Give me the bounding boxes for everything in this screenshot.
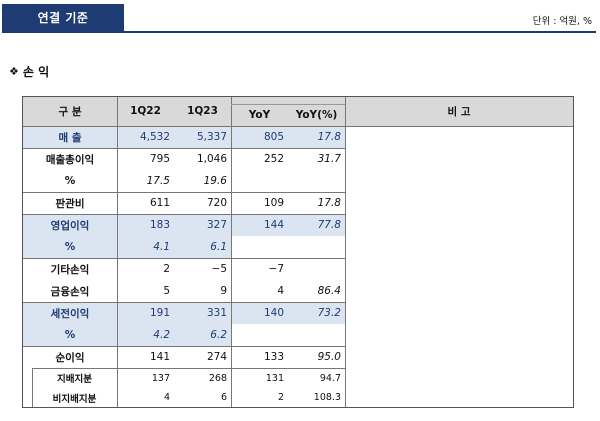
cell-value: 9 <box>220 285 227 297</box>
cell-value: 140 <box>263 307 284 319</box>
row-line <box>32 368 345 369</box>
cell-value: −5 <box>211 263 227 275</box>
row-label-sga: 판관비 <box>55 197 85 210</box>
row-line <box>23 346 345 347</box>
cell-value: 252 <box>263 153 284 165</box>
cell-value: 4 <box>277 285 284 297</box>
row-label-operating-profit: 영업이익 <box>50 219 90 232</box>
header-bottom-line <box>23 126 573 127</box>
header-divider <box>2 31 596 33</box>
cell-value: 4.1 <box>153 241 170 253</box>
row-line <box>23 258 345 259</box>
cell-value: 86.4 <box>317 285 341 297</box>
row-label-other-income: 기타손익 <box>50 263 90 276</box>
row-highlight-revenue-yoy <box>231 126 345 148</box>
col-divider-3 <box>345 97 346 407</box>
cell-value: 183 <box>149 219 170 231</box>
sub-indent-line <box>32 368 33 407</box>
cell-value: 805 <box>263 131 284 143</box>
row-label-net-income: 순이익 <box>55 351 85 364</box>
cell-value: 1,046 <box>196 153 227 165</box>
col-header-1q22: 1Q22 <box>130 105 161 117</box>
cell-value: 144 <box>263 219 284 231</box>
unit-label: 단위 : 억원, % <box>532 16 592 27</box>
row-highlight-operating-yoy <box>231 214 345 236</box>
col-header-1q23: 1Q23 <box>187 105 218 117</box>
row-label-revenue: 매 출 <box>58 131 82 144</box>
row-label-controlling-interest: 지배지분 <box>57 374 92 385</box>
cell-value: 141 <box>149 351 170 363</box>
cell-value: 5,337 <box>196 131 227 143</box>
cell-value: 720 <box>206 197 227 209</box>
cell-value: 95.0 <box>317 351 341 363</box>
row-highlight-pretax-yoy <box>231 302 345 324</box>
row-label-pretax-profit: 세전이익 <box>50 307 90 320</box>
row-label-gross-profit: 매출총이익 <box>45 153 95 166</box>
col-divider-2 <box>231 97 232 407</box>
cell-value: 6 <box>220 392 227 403</box>
row-line <box>23 214 345 215</box>
cell-value: 131 <box>265 372 284 384</box>
cell-value: 2 <box>277 392 284 403</box>
cell-value: 17.8 <box>317 131 341 143</box>
cell-value: 4 <box>163 392 170 403</box>
cell-value: 73.2 <box>317 307 341 319</box>
cell-value: 611 <box>149 197 170 209</box>
col-header-yoy-pct: YoY(%) <box>295 109 338 121</box>
row-label-pretax-margin: % <box>64 329 76 341</box>
cell-value: −7 <box>268 263 284 275</box>
cell-value: 4.2 <box>153 329 170 341</box>
cell-value: 108.3 <box>313 392 341 403</box>
cell-value: 133 <box>263 351 284 363</box>
cell-value: 17.5 <box>146 175 170 187</box>
cell-value: 331 <box>206 307 227 319</box>
cell-value: 2 <box>163 263 170 275</box>
row-highlight-pretax <box>23 302 231 346</box>
cell-value: 795 <box>149 153 170 165</box>
cell-value: 4,532 <box>139 131 170 143</box>
table-header-band <box>23 97 573 126</box>
row-line <box>23 302 345 303</box>
cell-value: 19.6 <box>203 175 227 187</box>
yoy-group-line <box>231 104 345 105</box>
cell-value: 327 <box>206 219 227 231</box>
cell-value: 17.8 <box>317 197 341 209</box>
diamond-icon: ❖ <box>9 65 19 78</box>
row-line <box>23 192 345 193</box>
row-label-gross-margin: % <box>64 175 76 187</box>
row-label-operating-margin: % <box>64 241 76 253</box>
section-title: ❖ 손 익 <box>9 63 49 80</box>
row-highlight-operating <box>23 214 231 258</box>
row-line <box>23 148 345 149</box>
cell-value: 77.8 <box>317 219 341 231</box>
header-tab-label: 연결 기준 <box>37 11 89 25</box>
cell-value: 137 <box>151 372 170 384</box>
income-table: 구 분 1Q22 1Q23 YoY YoY(%) 비 고 매 출 4,532 5… <box>22 96 574 408</box>
col-divider-1 <box>117 97 118 407</box>
cell-value: 31.7 <box>317 153 341 165</box>
row-highlight-revenue <box>23 126 231 148</box>
cell-value: 94.7 <box>319 372 341 384</box>
header-tab: 연결 기준 <box>2 4 124 31</box>
cell-value: 6.2 <box>210 329 227 341</box>
cell-value: 268 <box>208 372 227 384</box>
cell-value: 191 <box>149 307 170 319</box>
col-header-yoy: YoY <box>248 109 271 121</box>
col-header-category: 구 분 <box>58 105 82 118</box>
cell-value: 109 <box>263 197 284 209</box>
col-header-remarks: 비 고 <box>447 105 471 118</box>
cell-value: 274 <box>206 351 227 363</box>
cell-value: 6.1 <box>210 241 227 253</box>
row-label-financial-income: 금융손익 <box>50 285 90 298</box>
section-title-text: 손 익 <box>22 65 50 79</box>
row-label-non-controlling-interest: 비지배지분 <box>52 393 97 405</box>
cell-value: 5 <box>163 285 170 297</box>
